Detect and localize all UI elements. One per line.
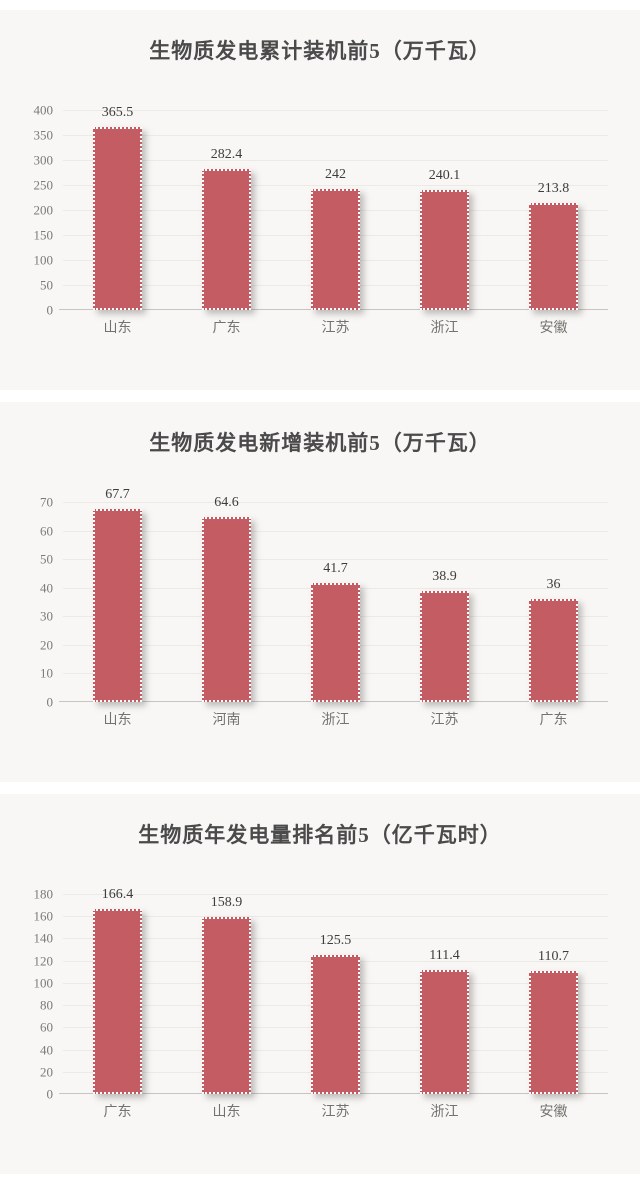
bar-安徽 [529, 203, 578, 310]
bar-value-label: 240.1 [428, 167, 461, 183]
bar-value-label: 125.5 [319, 932, 352, 948]
plot-cumulative-capacity: 0 50 100 150 200 250 300 350 400 365.5 山东 282.4 广东 24… [34, 104, 608, 336]
bar-value-label: 38.9 [432, 568, 457, 584]
gridline [63, 502, 608, 503]
x-axis-category-label: 山东 [103, 713, 132, 728]
bar-江苏 [311, 189, 360, 310]
y-axis-tick-label: 250 [33, 177, 54, 193]
y-axis-tick-label: 200 [33, 202, 54, 218]
y-axis-tick-label: 50 [40, 551, 53, 567]
bar-浙江 [420, 970, 469, 1094]
bar-value-label: 166.4 [101, 887, 134, 903]
chart-panel-annual-generation: 生物质年发电量排名前5（亿千瓦时） 0 20 40 60 80 100 120 140 160 1… [0, 794, 640, 1174]
bar-广东 [529, 599, 578, 702]
y-axis-tick-label: 60 [40, 523, 53, 539]
gridline [63, 559, 608, 561]
y-axis-tick-label: 80 [40, 997, 53, 1013]
bar-安徽 [529, 971, 578, 1094]
chart-title-cumulative-capacity: 生物质发电累计装机前5（万千瓦） [149, 39, 491, 63]
gridline [63, 894, 608, 895]
gridline [63, 938, 608, 940]
y-axis-tick-label: 150 [33, 227, 54, 243]
y-axis-tick-label: 30 [40, 608, 53, 624]
x-axis-category-label: 江苏 [321, 321, 350, 336]
x-axis-category-label: 广东 [212, 321, 241, 336]
y-axis-tick-label: 300 [33, 152, 54, 168]
plot-annual-generation: 0 20 40 60 80 100 120 140 160 180 166.4 广东 158.9 山东 12… [34, 888, 608, 1120]
x-axis-category-label: 江苏 [430, 713, 459, 728]
y-axis-tick-label: 350 [33, 127, 54, 143]
bar-山东 [202, 917, 251, 1094]
chart-title-annual-generation: 生物质年发电量排名前5（亿千瓦时） [138, 823, 502, 847]
gridline [63, 135, 608, 136]
y-axis-tick-label: 0 [46, 1086, 54, 1102]
y-axis-tick-label: 0 [46, 302, 54, 318]
y-axis-tick-label: 40 [40, 1042, 53, 1058]
x-axis-category-label: 山东 [212, 1105, 241, 1120]
gridline [63, 185, 608, 186]
bar-浙江 [420, 189, 469, 310]
bar-value-label: 41.7 [323, 560, 348, 576]
y-axis-tick-label: 20 [40, 637, 53, 653]
bar-value-label: 365.5 [101, 105, 134, 121]
y-axis-tick-label: 160 [33, 908, 54, 924]
y-axis-tick-label: 120 [33, 953, 54, 969]
gridline [63, 916, 608, 918]
y-axis-tick-label: 100 [33, 975, 54, 991]
y-axis-tick-label: 10 [40, 665, 53, 681]
y-axis-tick-label: 70 [40, 494, 53, 510]
y-axis-tick-label: 140 [33, 930, 54, 946]
x-axis-category-label: 浙江 [430, 1105, 459, 1120]
bar-value-label: 282.4 [210, 146, 243, 162]
x-axis-category-label: 河南 [212, 713, 241, 728]
y-axis-tick-label: 20 [40, 1064, 53, 1080]
gridline [63, 110, 608, 111]
gridline [63, 530, 608, 532]
x-axis-category-label: 安徽 [539, 1105, 568, 1120]
y-axis-tick-label: 60 [40, 1019, 53, 1035]
chart-panel-cumulative-capacity: 生物质发电累计装机前5（万千瓦） 0 50 100 150 200 250 300 350 40… [0, 10, 640, 390]
x-axis-category-label: 广东 [539, 713, 568, 728]
y-axis-tick-label: 40 [40, 580, 53, 596]
bar-value-label: 110.7 [538, 949, 569, 964]
bar-value-label: 64.6 [214, 495, 239, 511]
bar-value-label: 242 [325, 167, 346, 182]
bar-value-label: 111.4 [429, 948, 460, 964]
bar-value-label: 36 [546, 577, 561, 593]
bar-河南 [202, 517, 251, 702]
bar-浙江 [311, 582, 360, 702]
y-axis-tick-label: 0 [46, 694, 54, 710]
chart-title-new-capacity: 生物质发电新增装机前5（万千瓦） [149, 431, 491, 455]
plot-new-capacity: 0 10 20 30 40 50 60 70 67.7 山东 64.6 河南 41.7 浙江 38.9 江苏 3… [40, 487, 608, 728]
x-axis-category-label: 山东 [103, 321, 132, 336]
bar-value-label: 158.9 [210, 895, 243, 911]
y-axis-tick-label: 180 [33, 886, 54, 902]
bar-江苏 [420, 590, 469, 702]
bar-value-label: 67.7 [105, 486, 130, 502]
bar-山东 [93, 127, 142, 310]
x-axis-category-label: 江苏 [321, 1105, 350, 1120]
x-axis-category-label: 浙江 [321, 713, 350, 728]
gridline [63, 160, 608, 161]
chart-panel-new-capacity: 生物质发电新增装机前5（万千瓦） 0 10 20 30 40 50 60 70 67.7 山东 64… [0, 402, 640, 782]
y-axis-tick-label: 100 [33, 252, 54, 268]
x-axis-category-label: 安徽 [539, 321, 568, 336]
bar-广东 [202, 168, 251, 310]
bar-山东 [93, 508, 142, 702]
bar-value-label: 213.8 [537, 181, 570, 197]
y-axis-tick-label: 50 [40, 277, 53, 293]
bar-广东 [93, 909, 142, 1094]
x-axis-category-label: 浙江 [430, 321, 459, 336]
x-axis-category-label: 广东 [103, 1105, 132, 1120]
y-axis-tick-label: 400 [33, 102, 54, 118]
bar-江苏 [311, 954, 360, 1094]
